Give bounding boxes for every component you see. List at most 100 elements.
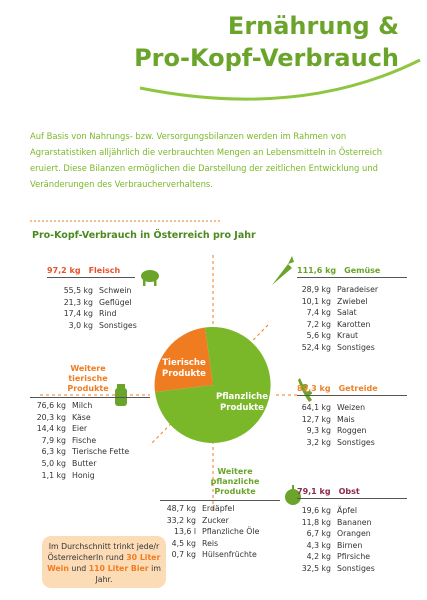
item-row: 7,9 kg Fische [30, 435, 97, 448]
item-name: Äpfel [337, 506, 357, 515]
item-name: Bananen [337, 517, 372, 527]
note-text: im Jahr. [95, 564, 161, 584]
item-row: 9,3 kg Roggen [297, 426, 367, 438]
item-row: 17,4 kg Rind [47, 309, 117, 321]
item-name: Pflanzliche Öle [202, 527, 260, 537]
item-amount: 48,7 kg [166, 504, 196, 513]
group-total: 89,3 kg [297, 384, 331, 393]
group-header: 89,3 kg Getreide [297, 384, 407, 396]
group-name: Obst [338, 487, 360, 496]
item-row: 76,6 kg Milch [30, 401, 93, 413]
group-name: Fleisch [88, 266, 121, 275]
title: Ernährung & [227, 12, 399, 40]
group-name: Getreide [338, 384, 378, 393]
note-highlight: 30 Liter Wein [47, 553, 161, 573]
item-amount: 4,2 kg [306, 552, 331, 562]
item-amount: 33,2 kg [166, 515, 196, 525]
item-amount: 3,0 kg [68, 320, 93, 330]
item-amount: 7,2 kg [306, 319, 331, 329]
icons [115, 256, 312, 505]
item-amount: 17,4 kg [63, 309, 93, 319]
item-name: Birnen [337, 540, 363, 550]
group-label: Weitere tierische Produkte [67, 364, 109, 393]
item-row: 3,0 kg Sonstiges [47, 321, 137, 333]
item-amount: 21,3 kg [63, 297, 93, 307]
item-row: 10,1 kg Zwiebel [297, 297, 368, 309]
item-name: Honig [72, 470, 95, 480]
item-amount: 4,3 kg [306, 540, 331, 550]
item-amount: 10,1 kg [301, 296, 331, 306]
item-name: Erdäpfel [202, 504, 235, 513]
item-row: 0,7 kg Hülsenfrüchte [160, 550, 257, 562]
item-row: 14,4 kg Eier [30, 424, 87, 436]
item-amount: 7,9 kg [41, 435, 66, 445]
item-name: Reis [202, 538, 219, 548]
item-name: Salat [337, 308, 357, 318]
item-amount: 6,7 kg [306, 529, 331, 539]
item-amount: 11,8 kg [301, 517, 331, 527]
item-amount: 55,5 kg [63, 286, 93, 295]
item-name: Käse [72, 412, 91, 422]
item-amount: 52,4 kg [301, 343, 331, 352]
item-name: Geflügel [99, 297, 132, 307]
subtitle: Pro-Kopf-Verbrauch in Österreich pro Jah… [32, 230, 256, 241]
item-amount: 4,5 kg [171, 538, 196, 548]
item-row: 1,1 kg Honig [30, 471, 95, 483]
pie-slice [155, 327, 271, 444]
item-row: 7,2 kg Karotten [297, 319, 371, 332]
item-amount: 13,6 l [173, 527, 196, 537]
item-name: Eier [72, 424, 88, 434]
item-row: 5,6 kg Kraut [297, 331, 358, 343]
title: Pro-Kopf-Verbrauch [134, 44, 399, 72]
note-highlight: 110 Liter Bier [88, 564, 149, 573]
note-box: Im Durchschnitt trinkt jede/r Österreich… [42, 536, 166, 588]
item-amount: 5,0 kg [41, 459, 66, 468]
pie-slice [154, 327, 213, 392]
intro: Auf Basis von Nahrungs- bzw. Versorgungs… [30, 131, 383, 189]
group-label: Weitere pflanzliche Produkte [210, 467, 260, 496]
item-row: 33,2 kg Zucker [160, 516, 229, 528]
item-amount: 6,3 kg [41, 447, 66, 457]
group-total: 97,2 kg [47, 266, 81, 275]
item-amount: 7,4 kg [306, 308, 331, 318]
group-header: 111,6 kg Gemüse [297, 266, 407, 278]
item-amount: 3,2 kg [306, 437, 331, 447]
title-swoosh [139, 58, 421, 101]
item-row: 4,2 kg Pfirsiche [297, 552, 370, 564]
item-name: Karotten [337, 319, 371, 329]
item-row: 6,7 kg Orangen [297, 529, 371, 541]
item-row: 20,3 kg Käse [30, 413, 91, 425]
note-text: Im Durchschnitt trinkt jede/r Österreich… [47, 542, 160, 562]
item-row: 3,2 kg Sonstiges [297, 438, 375, 450]
item-row: 48,7 kg Erdäpfel [160, 504, 235, 516]
pie-label: Pflanzliche Produkte [216, 392, 268, 413]
item-name: Sonstiges [99, 320, 137, 330]
item-name: Kraut [337, 331, 359, 341]
item-name: Hülsenfrüchte [202, 550, 257, 560]
item-name: Sonstiges [337, 343, 375, 352]
item-amount: 76,6 kg [36, 401, 66, 410]
group-rule [160, 500, 280, 501]
note-text: und [68, 564, 89, 573]
group-total: 79,1 kg [297, 487, 331, 496]
item-row: 12,7 kg Mais [297, 415, 355, 427]
item-row: 32,5 kg Sonstiges [297, 564, 375, 576]
item-row: 55,5 kg Schwein [47, 286, 132, 298]
item-name: Butter [72, 459, 97, 468]
item-amount: 14,4 kg [36, 424, 66, 434]
pie-label: Tierische Produkte [162, 358, 206, 379]
item-name: Rind [99, 309, 117, 319]
item-row: 19,6 kg Äpfel [297, 506, 357, 518]
item-row: 64,1 kg Weizen [297, 403, 365, 415]
item-row: 21,3 kg Geflügel [47, 298, 132, 310]
item-name: Sonstiges [337, 564, 375, 573]
item-name: Weizen [337, 403, 366, 412]
item-row: 28,9 kg Paradeiser [297, 285, 378, 297]
item-name: Milch [72, 401, 93, 410]
item-name: Zucker [202, 515, 229, 525]
item-amount: 12,7 kg [301, 414, 331, 424]
item-amount: 9,3 kg [306, 426, 331, 436]
item-row: 52,4 kg Sonstiges [297, 343, 375, 355]
